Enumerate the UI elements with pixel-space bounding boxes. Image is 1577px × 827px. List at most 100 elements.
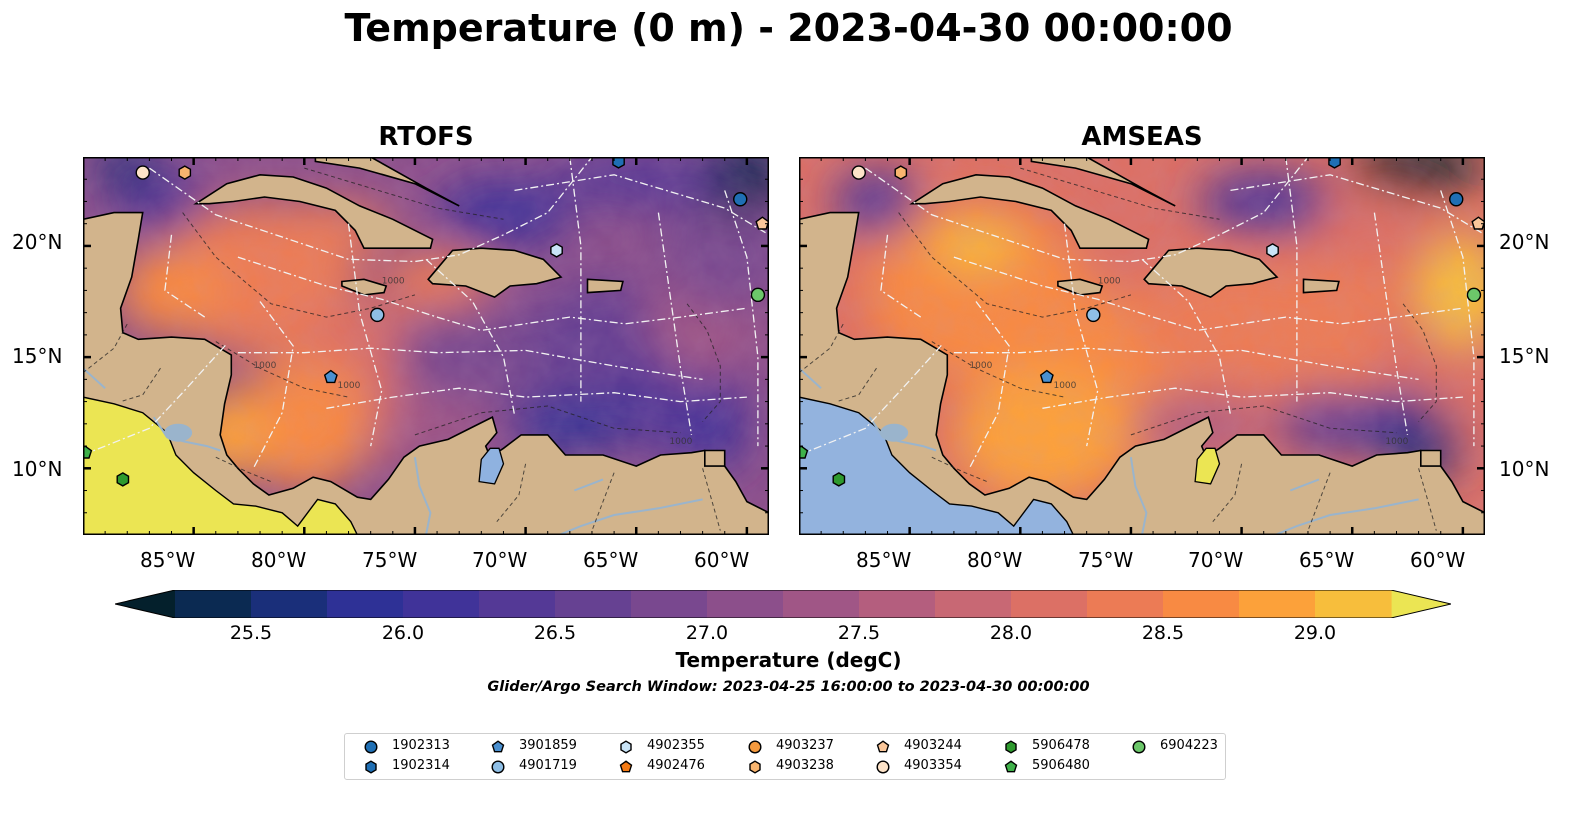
isobath-line bbox=[1402, 303, 1437, 422]
legend-marker bbox=[748, 740, 762, 754]
eez-boundary bbox=[1440, 190, 1475, 447]
pentagon-marker-icon bbox=[876, 740, 890, 753]
panel-title-rtofs: RTOFS bbox=[378, 122, 474, 152]
land-hispaniola bbox=[1143, 247, 1279, 299]
colorbar-bin bbox=[859, 590, 936, 618]
colorbar-bin bbox=[251, 590, 328, 618]
colorbar-tick-label: 28.5 bbox=[1141, 622, 1185, 644]
colorbar-bin bbox=[935, 590, 1012, 618]
isobath-label: 1000 bbox=[1385, 437, 1408, 447]
lat-tick-label: 20°N bbox=[1499, 230, 1550, 254]
legend-label: 4903244 bbox=[904, 738, 962, 753]
isobath-line bbox=[931, 456, 988, 483]
eez-boundary bbox=[1285, 157, 1298, 402]
legend-label: 4902476 bbox=[647, 758, 705, 773]
circle-marker-icon bbox=[1132, 740, 1146, 754]
eez-boundary bbox=[799, 343, 944, 456]
panel-title-amseas: AMSEAS bbox=[1081, 122, 1203, 152]
lat-tick-label: 20°N bbox=[12, 230, 63, 254]
float-marker-4903238 bbox=[178, 165, 192, 180]
legend-label: 5906478 bbox=[1032, 738, 1090, 753]
legend-label: 4902355 bbox=[647, 738, 705, 753]
colorbar-label: Temperature (degC) bbox=[675, 648, 902, 672]
map-panel-amseas[interactable]: 1000 1000 1000 1000 bbox=[799, 157, 1485, 535]
colorbar-bin bbox=[175, 590, 252, 618]
river-line bbox=[1274, 498, 1419, 535]
lat-tick-label: 10°N bbox=[1499, 457, 1550, 481]
lat-tick-label: 10°N bbox=[12, 457, 63, 481]
lon-tick-label: 60°W bbox=[1410, 548, 1466, 572]
isobath-label: 1000 bbox=[1098, 277, 1121, 287]
legend-marker bbox=[1132, 740, 1146, 754]
circle-marker-icon bbox=[748, 740, 762, 754]
eez-boundary bbox=[880, 234, 922, 318]
land-bahamas bbox=[1030, 157, 1176, 207]
eez-boundary bbox=[1230, 174, 1485, 236]
pentagon-marker-icon bbox=[491, 740, 505, 753]
land-puertorico bbox=[586, 278, 624, 294]
lon-tick-label: 85°W bbox=[140, 548, 196, 572]
legend-marker bbox=[749, 760, 761, 774]
float-marker-3901859 bbox=[1039, 369, 1054, 384]
legend-marker bbox=[1004, 760, 1018, 773]
colorbar-bin bbox=[555, 590, 632, 618]
isobath-line bbox=[686, 303, 721, 422]
land-jamaica bbox=[341, 278, 388, 296]
float-marker-5906478 bbox=[832, 472, 846, 487]
circle-marker-icon bbox=[364, 740, 378, 754]
land-trinidad bbox=[703, 449, 726, 467]
legend-marker bbox=[365, 760, 377, 774]
map-frame bbox=[799, 157, 1485, 535]
isobath-label: 1000 bbox=[969, 361, 992, 371]
isobath-label: 1000 bbox=[253, 361, 276, 371]
float-marker-4903244 bbox=[1471, 216, 1485, 230]
river-line bbox=[558, 498, 703, 535]
isobath-label: 1000 bbox=[1053, 381, 1076, 391]
float-marker-4903354 bbox=[135, 165, 150, 180]
eez-boundary bbox=[724, 190, 759, 447]
land-cuba bbox=[193, 173, 434, 249]
hexagon-marker-icon bbox=[365, 760, 377, 774]
isobath-line bbox=[215, 456, 272, 483]
eez-boundary bbox=[953, 256, 1463, 332]
pentagon-marker-icon bbox=[619, 760, 633, 773]
float-marker-1902313 bbox=[733, 192, 748, 207]
land-cuba bbox=[909, 173, 1150, 249]
lon-tick-label: 80°W bbox=[967, 548, 1023, 572]
colorbar-tick-label: 29.0 bbox=[1293, 622, 1337, 644]
eez-boundary bbox=[1141, 258, 1232, 416]
isobath-line bbox=[799, 323, 844, 374]
legend-label: 5906480 bbox=[1032, 758, 1090, 773]
colorbar-tick-label: 28.0 bbox=[989, 622, 1033, 644]
colorbar-tick-label: 25.5 bbox=[229, 622, 273, 644]
search-window-caption: Glider/Argo Search Window: 2023-04-25 16… bbox=[487, 679, 1090, 695]
float-marker-4901719 bbox=[370, 307, 385, 323]
figure-title: Temperature (0 m) - 2023-04-30 00:00:00 bbox=[344, 6, 1233, 50]
eez-boundary bbox=[347, 223, 383, 447]
lon-tick-label: 70°W bbox=[1188, 548, 1244, 572]
eez-boundary bbox=[425, 258, 516, 416]
isobath-line bbox=[1130, 405, 1397, 436]
float-marker-4902355 bbox=[550, 243, 563, 258]
isobath-line bbox=[414, 405, 681, 436]
float-marker-4902355 bbox=[1266, 243, 1279, 258]
lon-tick-label: 65°W bbox=[583, 548, 639, 572]
isobath-line bbox=[1307, 472, 1331, 531]
map-frame bbox=[83, 157, 769, 535]
map-panel-rtofs[interactable]: 1000 1000 1000 1000 bbox=[83, 157, 769, 535]
float-marker-6904223 bbox=[750, 287, 766, 303]
isobath-line bbox=[83, 323, 128, 374]
isobath-line bbox=[702, 468, 721, 531]
eez-boundary bbox=[237, 347, 703, 381]
colorbar-bin bbox=[479, 590, 556, 618]
legend-label: 1902313 bbox=[392, 738, 450, 753]
colorbar bbox=[115, 590, 1451, 618]
river-line bbox=[1129, 457, 1148, 535]
circle-marker-icon bbox=[491, 760, 505, 774]
eez-boundary bbox=[1373, 212, 1409, 436]
lon-tick-label: 75°W bbox=[1078, 548, 1134, 572]
land-trinidad bbox=[1419, 449, 1442, 467]
isobath-line bbox=[1212, 463, 1243, 523]
isobath-line bbox=[182, 212, 416, 318]
hexagon-marker-icon bbox=[749, 760, 761, 774]
